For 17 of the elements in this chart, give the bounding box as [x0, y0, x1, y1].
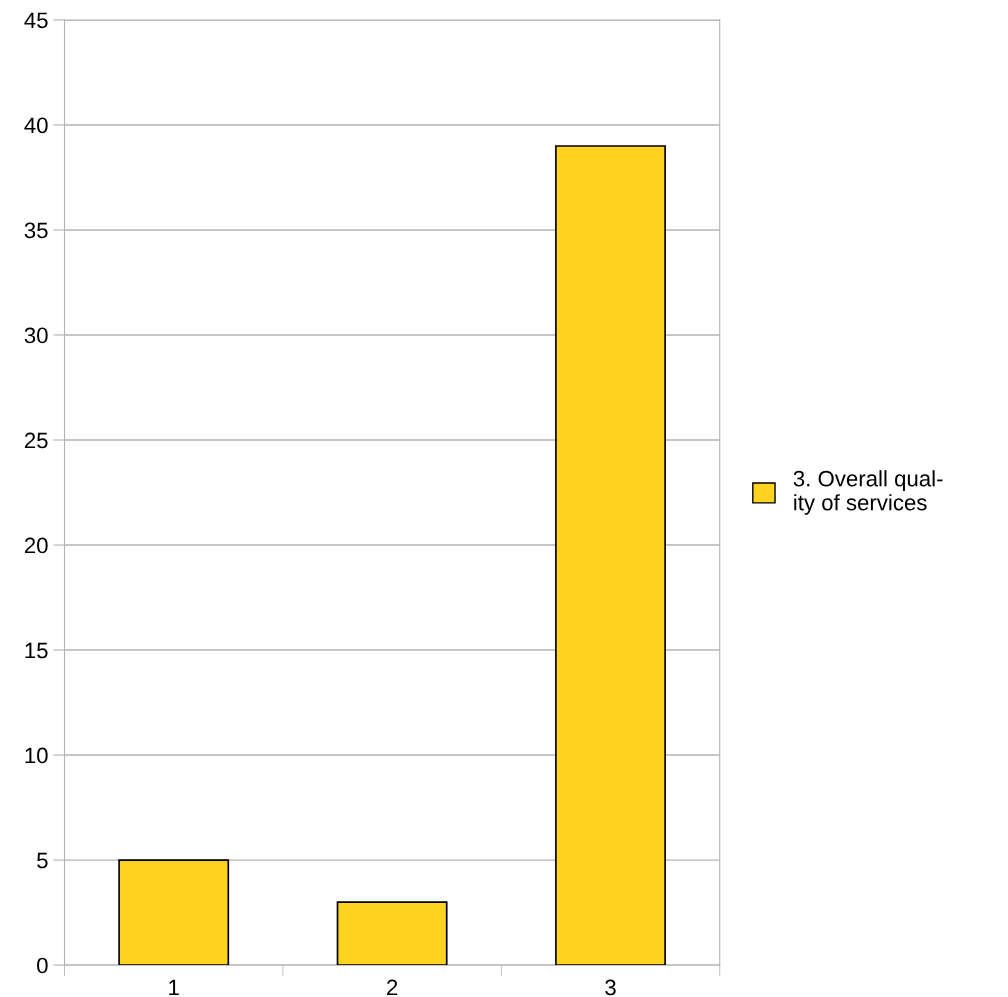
- x-tick-label: 2: [387, 979, 398, 996]
- bar: [336, 901, 448, 966]
- y-tick-label: 20: [24, 537, 48, 554]
- y-tick-label: 45: [24, 12, 48, 29]
- y-tick-label: 5: [37, 852, 48, 869]
- y-tick-label: 0: [37, 957, 48, 974]
- y-tick-label: 35: [24, 222, 48, 239]
- x-tick-label: 1: [169, 979, 179, 996]
- bar: [555, 145, 666, 966]
- y-tick-label: 40: [24, 117, 48, 134]
- y-tick-label: 25: [24, 432, 48, 449]
- y-tick-label: 10: [25, 747, 48, 764]
- bar: [118, 859, 230, 966]
- x-tick-label: 3: [605, 979, 616, 996]
- y-tick-label: 15: [25, 642, 48, 659]
- legend-label: 3. Overall qual- ity of services: [793, 470, 943, 515]
- y-tick-label: 30: [24, 327, 48, 344]
